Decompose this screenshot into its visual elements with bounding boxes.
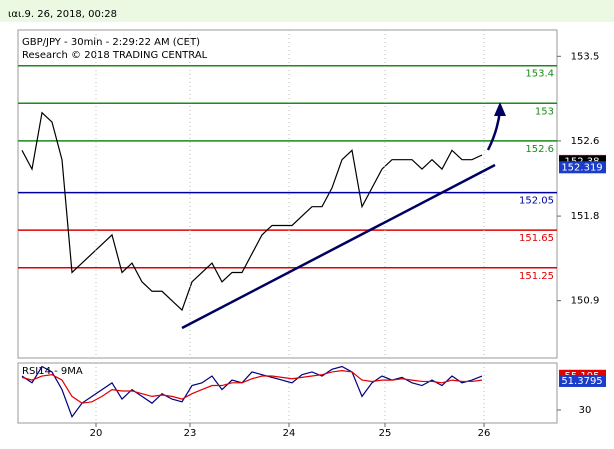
header-band [0,0,614,22]
x-tick-label: 23 [184,428,197,439]
y-tick-label: 153.5 [571,51,600,62]
series-line [21,111,483,312]
price-tag [559,374,606,387]
series-line [21,369,483,404]
price-panel [17,29,558,359]
rsi-title: RSI14 - 9MA [22,366,83,377]
trend-line [181,163,496,330]
arrow-head [494,102,506,116]
y-tick-label: 151.8 [571,211,600,222]
chart-title: GBP/JPY - 30min - 2:29:22 AM (CET) [22,37,200,48]
price-tag-label: 152.319 [561,162,602,173]
price-tag-label: 51.3795 [561,376,602,387]
x-tick-label: 20 [90,428,103,439]
x-tick-label: 26 [478,428,491,439]
rsi-panel [17,362,558,424]
timestamp: ιαι.9. 26, 2018, 00:28 [8,9,117,20]
level-label: 151.25 [519,271,554,282]
chart-subtitle: Research © 2018 TRADING CENTRAL [22,50,208,61]
level-label: 153.4 [525,69,554,80]
level-label: 151.65 [519,233,554,244]
x-tick-label: 25 [379,428,392,439]
y-tick-label: 30 [579,405,592,416]
y-tick-label: 152.6 [571,136,600,147]
level-label: 152.05 [519,196,554,207]
x-tick-label: 24 [283,428,296,439]
level-label: 152.6 [525,144,554,155]
level-label: 153 [535,106,554,117]
y-tick-label: 150.9 [571,296,600,307]
price-tag [559,161,606,174]
